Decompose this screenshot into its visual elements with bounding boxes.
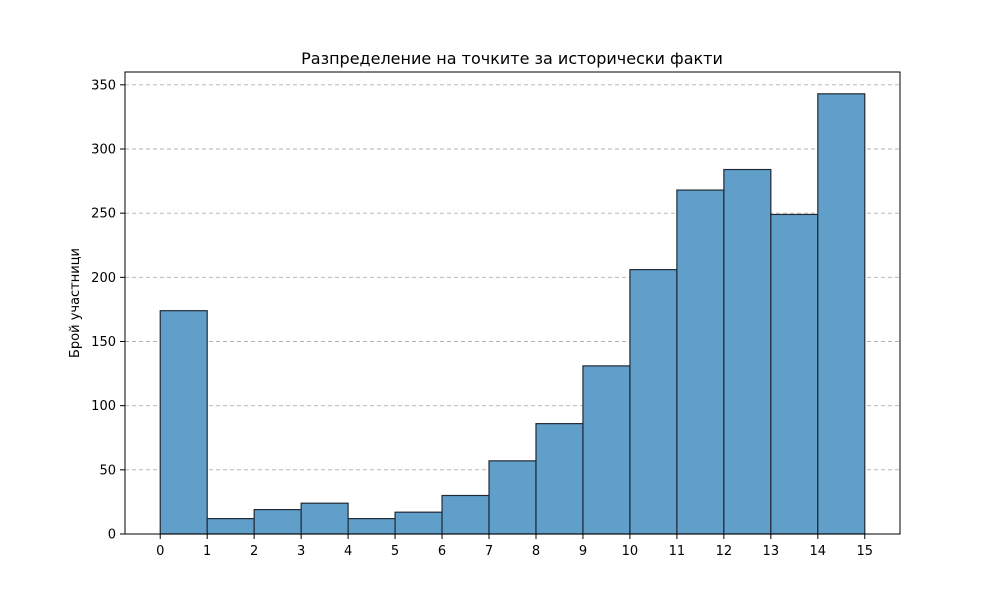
x-tick-label-15: 15: [856, 544, 873, 559]
bar-bin-9-10: [582, 365, 631, 535]
x-tick-label-4: 4: [344, 544, 352, 559]
x-tick-label-8: 8: [532, 544, 540, 559]
y-tick-label-150: 150: [91, 335, 116, 350]
y-tick-label-200: 200: [91, 271, 116, 286]
x-tick-label-1: 1: [203, 544, 211, 559]
bar-bin-11-12: [676, 189, 725, 535]
x-tick-label-12: 12: [716, 544, 733, 559]
bar-bin-8-9: [535, 423, 584, 535]
y-tick-label-0: 0: [108, 528, 116, 543]
y-tick-label-350: 350: [91, 78, 116, 93]
bar-bin-14-15: [817, 93, 866, 535]
x-tick-label-10: 10: [622, 544, 639, 559]
x-tick-label-0: 0: [156, 544, 164, 559]
x-tick-label-7: 7: [485, 544, 493, 559]
bars: [159, 93, 866, 535]
bar-bin-3-4: [300, 502, 349, 535]
y-tick-label-100: 100: [91, 399, 116, 414]
y-tick-label-250: 250: [91, 207, 116, 222]
x-tick-label-2: 2: [250, 544, 258, 559]
x-tick-label-3: 3: [297, 544, 305, 559]
x-tick-label-5: 5: [391, 544, 399, 559]
bar-bin-4-5: [347, 517, 396, 535]
bar-bin-7-8: [488, 460, 537, 535]
x-tick-label-14: 14: [810, 544, 827, 559]
chart-title: Разпределение на точките за исторически …: [301, 49, 723, 68]
bar-bin-5-6: [394, 511, 443, 535]
y-axis-ticks: 0 50 100 150 200 250 300 350: [91, 78, 125, 543]
bar-bin-2-3: [253, 509, 302, 535]
plot-area-frame: [124, 71, 901, 535]
grid-lines: [125, 84, 900, 471]
y-tick-label-300: 300: [91, 143, 116, 158]
bar-bin-6-7: [441, 494, 490, 535]
bar-bin-1-2: [206, 517, 255, 535]
bar-bin-0-1: [159, 310, 208, 535]
bar-bin-10-11: [629, 269, 678, 535]
x-tick-label-11: 11: [669, 544, 686, 559]
bar-bin-12-13: [723, 168, 772, 535]
y-tick-label-50: 50: [99, 463, 116, 478]
bar-bin-13-14: [770, 213, 819, 535]
x-axis-ticks: 0 1 2 3 4 5 6 7 8 9 10 11 12 13 14 15: [156, 534, 873, 559]
x-tick-label-6: 6: [438, 544, 446, 559]
x-tick-label-9: 9: [579, 544, 587, 559]
y-axis-label: Брой участници: [68, 248, 83, 358]
x-tick-label-13: 13: [763, 544, 780, 559]
